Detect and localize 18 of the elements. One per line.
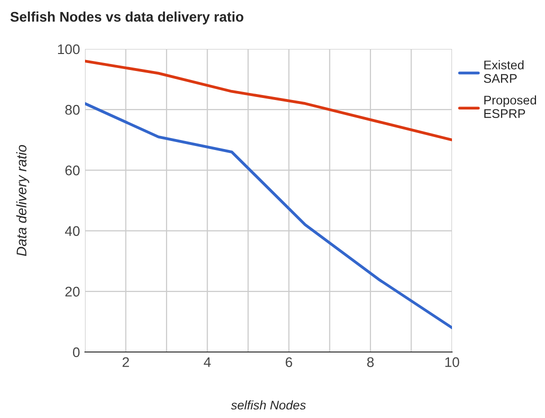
y-axis-title: Data delivery ratio — [16, 144, 30, 256]
legend-label: Proposed ESPRP — [484, 95, 536, 118]
y-tick-label: 80 — [65, 104, 80, 115]
x-tick-label: 6 — [286, 357, 292, 368]
x-axis-title: selfish Nodes — [231, 400, 306, 410]
x-tick-label: 10 — [445, 357, 460, 368]
line-series — [85, 60, 452, 142]
y-tick-label: 40 — [65, 226, 80, 236]
x-tick-label: 8 — [367, 357, 374, 368]
y-tick-label: 0 — [72, 347, 80, 358]
x-tick-label: 2 — [122, 357, 129, 367]
legend-label: Existed SARP — [484, 60, 524, 83]
x-tick-label: 4 — [204, 357, 211, 367]
line-series — [85, 102, 452, 330]
chart-title: Selfish Nodes vs data delivery ratio — [10, 12, 244, 24]
y-tick-label: 20 — [65, 286, 80, 297]
y-tick-label: 60 — [65, 166, 80, 176]
y-tick-label: 100 — [58, 44, 80, 54]
